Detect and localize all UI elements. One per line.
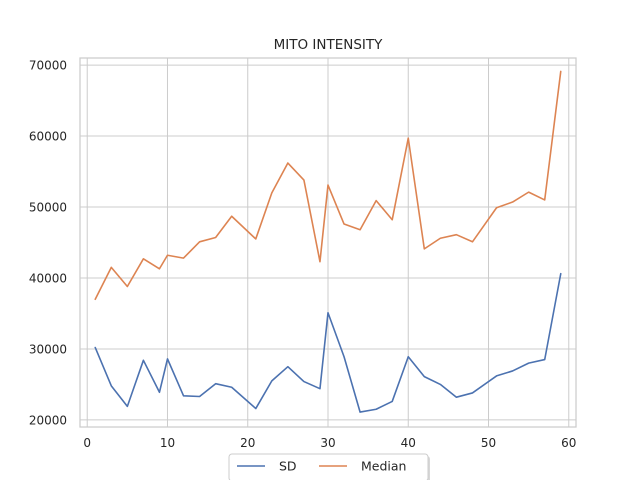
- y-tick-label: 40000: [29, 271, 67, 285]
- y-tick-label: 20000: [29, 413, 67, 427]
- x-tick-label: 0: [83, 436, 91, 450]
- plot-frame: [79, 57, 577, 428]
- y-axis: 20000 30000 40000 50000 60000 70000: [29, 59, 67, 428]
- grid: [80, 58, 576, 427]
- x-tick-label: 40: [401, 436, 416, 450]
- series-line-sd: [94, 272, 562, 413]
- x-tick-label: 30: [320, 436, 335, 450]
- legend: SD Median: [228, 453, 430, 480]
- legend-box: [228, 453, 429, 480]
- legend-label-median: Median: [361, 459, 406, 474]
- chart-title: MITO INTENSITY: [274, 37, 384, 53]
- y-tick-label: 70000: [29, 59, 67, 73]
- y-tick-label: 60000: [29, 130, 67, 144]
- x-tick-label: 10: [160, 436, 175, 450]
- legend-label-sd: SD: [279, 459, 297, 474]
- x-tick-label: 60: [561, 436, 576, 450]
- plot-area-frame: [79, 57, 577, 428]
- x-tick-label: 20: [240, 436, 255, 450]
- series-layer: [94, 70, 562, 413]
- series-line-median: [94, 70, 562, 301]
- y-tick-label: 30000: [29, 342, 67, 356]
- y-tick-label: 50000: [29, 201, 67, 215]
- x-tick-label: 50: [481, 436, 496, 450]
- x-axis: 0 10 20 30 40 50 60: [83, 436, 576, 450]
